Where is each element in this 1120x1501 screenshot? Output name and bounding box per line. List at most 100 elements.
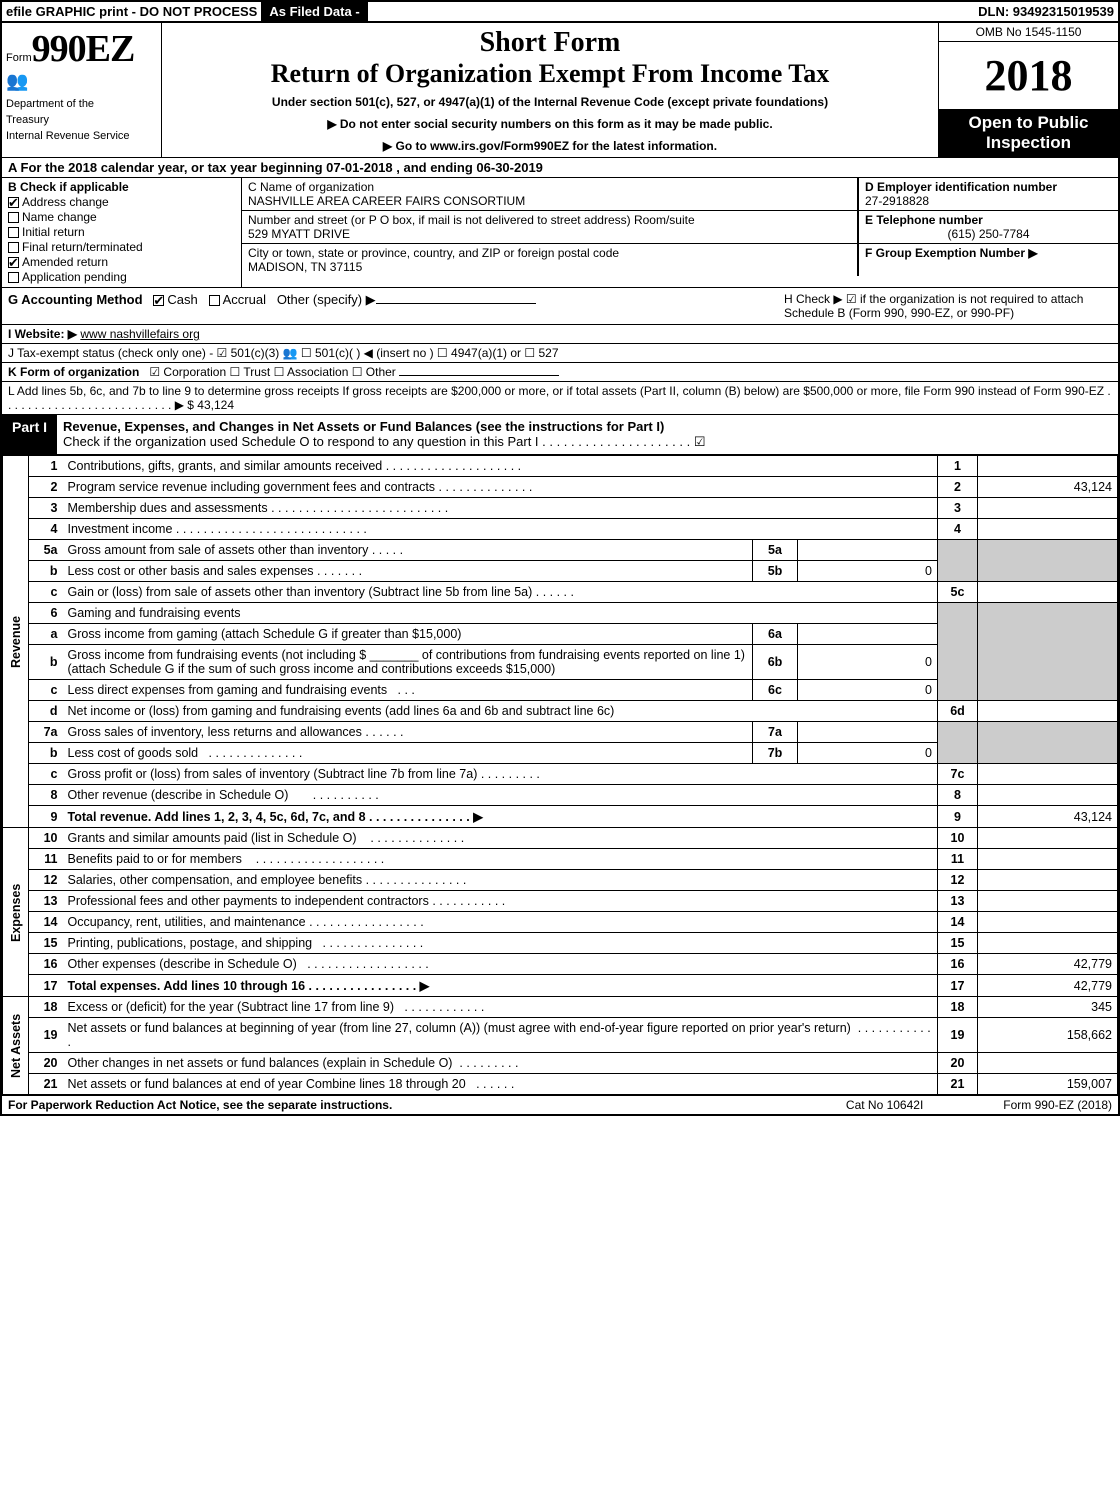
line-19-desc: Net assets or fund balances at beginning… bbox=[68, 1021, 851, 1035]
line-6a-desc: Gross income from gaming (attach Schedul… bbox=[63, 624, 753, 645]
footer-left: For Paperwork Reduction Act Notice, see … bbox=[8, 1098, 846, 1112]
line-14-num: 14 bbox=[29, 912, 63, 933]
chk-final-return[interactable]: Final return/terminated bbox=[8, 240, 235, 254]
line-7ab-shade-amt bbox=[978, 722, 1118, 764]
line-7a-row: 7a Gross sales of inventory, less return… bbox=[3, 722, 1118, 743]
line-7a-sub: 7a bbox=[753, 722, 798, 743]
c-label: C Name of organization bbox=[248, 180, 374, 194]
part-1-check-text: Check if the organization used Schedule … bbox=[63, 434, 705, 449]
line-20-row: 20 Other changes in net assets or fund b… bbox=[3, 1053, 1118, 1074]
line-5c-desc: Gain or (loss) from sale of assets other… bbox=[68, 585, 533, 599]
line-7c-amt bbox=[978, 764, 1118, 785]
line-14-row: 14 Occupancy, rent, utilities, and maint… bbox=[3, 912, 1118, 933]
section-g: G Accounting Method Cash Accrual Other (… bbox=[2, 288, 778, 324]
line-15-desc: Printing, publications, postage, and shi… bbox=[68, 936, 313, 950]
line-6a-sub: 6a bbox=[753, 624, 798, 645]
line-4-desc: Investment income bbox=[68, 522, 173, 536]
line-3-row: 3 Membership dues and assessments . . . … bbox=[3, 498, 1118, 519]
chk-cash[interactable] bbox=[153, 295, 164, 306]
line-5a-row: 5a Gross amount from sale of assets othe… bbox=[3, 540, 1118, 561]
line-2-row: 2 Program service revenue including gove… bbox=[3, 477, 1118, 498]
line-19-num: 19 bbox=[29, 1018, 63, 1053]
chk-application-pending[interactable]: Application pending bbox=[8, 270, 235, 284]
line-19-box: 19 bbox=[938, 1018, 978, 1053]
line-12-num: 12 bbox=[29, 870, 63, 891]
line-16-desc: Other expenses (describe in Schedule O) bbox=[68, 957, 297, 971]
e-phone: E Telephone number(615) 250-7784 bbox=[859, 211, 1118, 244]
chk-initial-return[interactable]: Initial return bbox=[8, 225, 235, 239]
form-prefix: Form bbox=[6, 52, 32, 64]
line-12-box: 12 bbox=[938, 870, 978, 891]
part-1-label: Part I bbox=[2, 415, 57, 454]
line-9-row: 9 Total revenue. Add lines 1, 2, 3, 4, 5… bbox=[3, 806, 1118, 828]
line-2-desc: Program service revenue including govern… bbox=[68, 480, 436, 494]
chk-accrual[interactable] bbox=[209, 295, 220, 306]
line-10-num: 10 bbox=[29, 828, 63, 849]
line-3-amt bbox=[978, 498, 1118, 519]
line-11-row: 11 Benefits paid to or for members . . .… bbox=[3, 849, 1118, 870]
website-value[interactable]: www nashvillefairs org bbox=[80, 327, 199, 341]
line-7c-box: 7c bbox=[938, 764, 978, 785]
line-3-num: 3 bbox=[29, 498, 63, 519]
open-to-public: Open to Public Inspection bbox=[939, 109, 1118, 157]
line-7a-num: 7a bbox=[29, 722, 63, 743]
block-bcdef: B Check if applicable Address change Nam… bbox=[2, 178, 1118, 288]
form-number-block: Form990EZ 👥 bbox=[2, 23, 161, 96]
k-other-input[interactable] bbox=[399, 375, 559, 376]
chk-address-change[interactable]: Address change bbox=[8, 195, 235, 209]
line-6b-sub: 6b bbox=[753, 645, 798, 680]
line-17-num: 17 bbox=[29, 975, 63, 997]
line-5c-num: c bbox=[29, 582, 63, 603]
line-1-box: 1 bbox=[938, 456, 978, 477]
line-18-box: 18 bbox=[938, 997, 978, 1018]
part-1-table: Revenue 1 Contributions, gifts, grants, … bbox=[2, 455, 1118, 1095]
d-ein: D Employer identification number27-29188… bbox=[859, 178, 1118, 211]
line-18-num: 18 bbox=[29, 997, 63, 1018]
line-14-desc: Occupancy, rent, utilities, and maintena… bbox=[68, 915, 306, 929]
line-3-desc: Membership dues and assessments bbox=[68, 501, 268, 515]
line-21-num: 21 bbox=[29, 1074, 63, 1095]
g-label: G Accounting Method bbox=[8, 292, 143, 307]
other-specify-input[interactable] bbox=[376, 303, 536, 304]
line-10-row: Expenses 10 Grants and similar amounts p… bbox=[3, 828, 1118, 849]
line-6-row: 6 Gaming and fundraising events bbox=[3, 603, 1118, 624]
line-5c-amt bbox=[978, 582, 1118, 603]
chk-name-change[interactable]: Name change bbox=[8, 210, 235, 224]
efile-label: efile GRAPHIC print - DO NOT PROCESS bbox=[2, 2, 261, 21]
footer: For Paperwork Reduction Act Notice, see … bbox=[2, 1095, 1118, 1114]
return-title: Return of Organization Exempt From Incom… bbox=[170, 59, 930, 89]
line-20-amt bbox=[978, 1053, 1118, 1074]
d-label: D Employer identification number bbox=[865, 180, 1057, 194]
chk-amended-return[interactable]: Amended return bbox=[8, 255, 235, 269]
line-18-desc: Excess or (deficit) for the year (Subtra… bbox=[68, 1000, 395, 1014]
irs-link[interactable]: ▶ Go to www.irs.gov/Form990EZ for the la… bbox=[170, 139, 930, 153]
line-5a-sub: 5a bbox=[753, 540, 798, 561]
line-13-desc: Professional fees and other payments to … bbox=[68, 894, 429, 908]
line-8-row: 8 Other revenue (describe in Schedule O)… bbox=[3, 785, 1118, 806]
f-label: F Group Exemption Number ▶ bbox=[865, 246, 1038, 260]
cash-label: Cash bbox=[167, 292, 197, 307]
line-6-shade-amt bbox=[978, 603, 1118, 701]
form-number: 990EZ bbox=[32, 28, 135, 70]
line-7a-subval bbox=[798, 722, 938, 743]
header-middle: Short Form Return of Organization Exempt… bbox=[162, 23, 938, 157]
line-6d-amt bbox=[978, 701, 1118, 722]
line-16-box: 16 bbox=[938, 954, 978, 975]
section-c-street: Number and street (or P O box, if mail i… bbox=[242, 211, 857, 244]
city-label: City or town, state or province, country… bbox=[248, 246, 619, 260]
city-value: MADISON, TN 37115 bbox=[248, 260, 362, 274]
line-7c-desc: Gross profit or (loss) from sales of inv… bbox=[68, 767, 478, 781]
line-10-box: 10 bbox=[938, 828, 978, 849]
b-label: B Check if applicable bbox=[8, 180, 129, 194]
line-7ab-shade bbox=[938, 722, 978, 764]
line-15-row: 15 Printing, publications, postage, and … bbox=[3, 933, 1118, 954]
line-5b-num: b bbox=[29, 561, 63, 582]
line-5c-row: c Gain or (loss) from sale of assets oth… bbox=[3, 582, 1118, 603]
street-label: Number and street (or P O box, if mail i… bbox=[248, 213, 695, 227]
line-21-desc: Net assets or fund balances at end of ye… bbox=[68, 1077, 466, 1091]
line-7a-desc: Gross sales of inventory, less returns a… bbox=[68, 725, 362, 739]
line-6a-num: a bbox=[29, 624, 63, 645]
line-19-row: 19 Net assets or fund balances at beginn… bbox=[3, 1018, 1118, 1053]
line-20-box: 20 bbox=[938, 1053, 978, 1074]
e-label: E Telephone number bbox=[865, 213, 983, 227]
